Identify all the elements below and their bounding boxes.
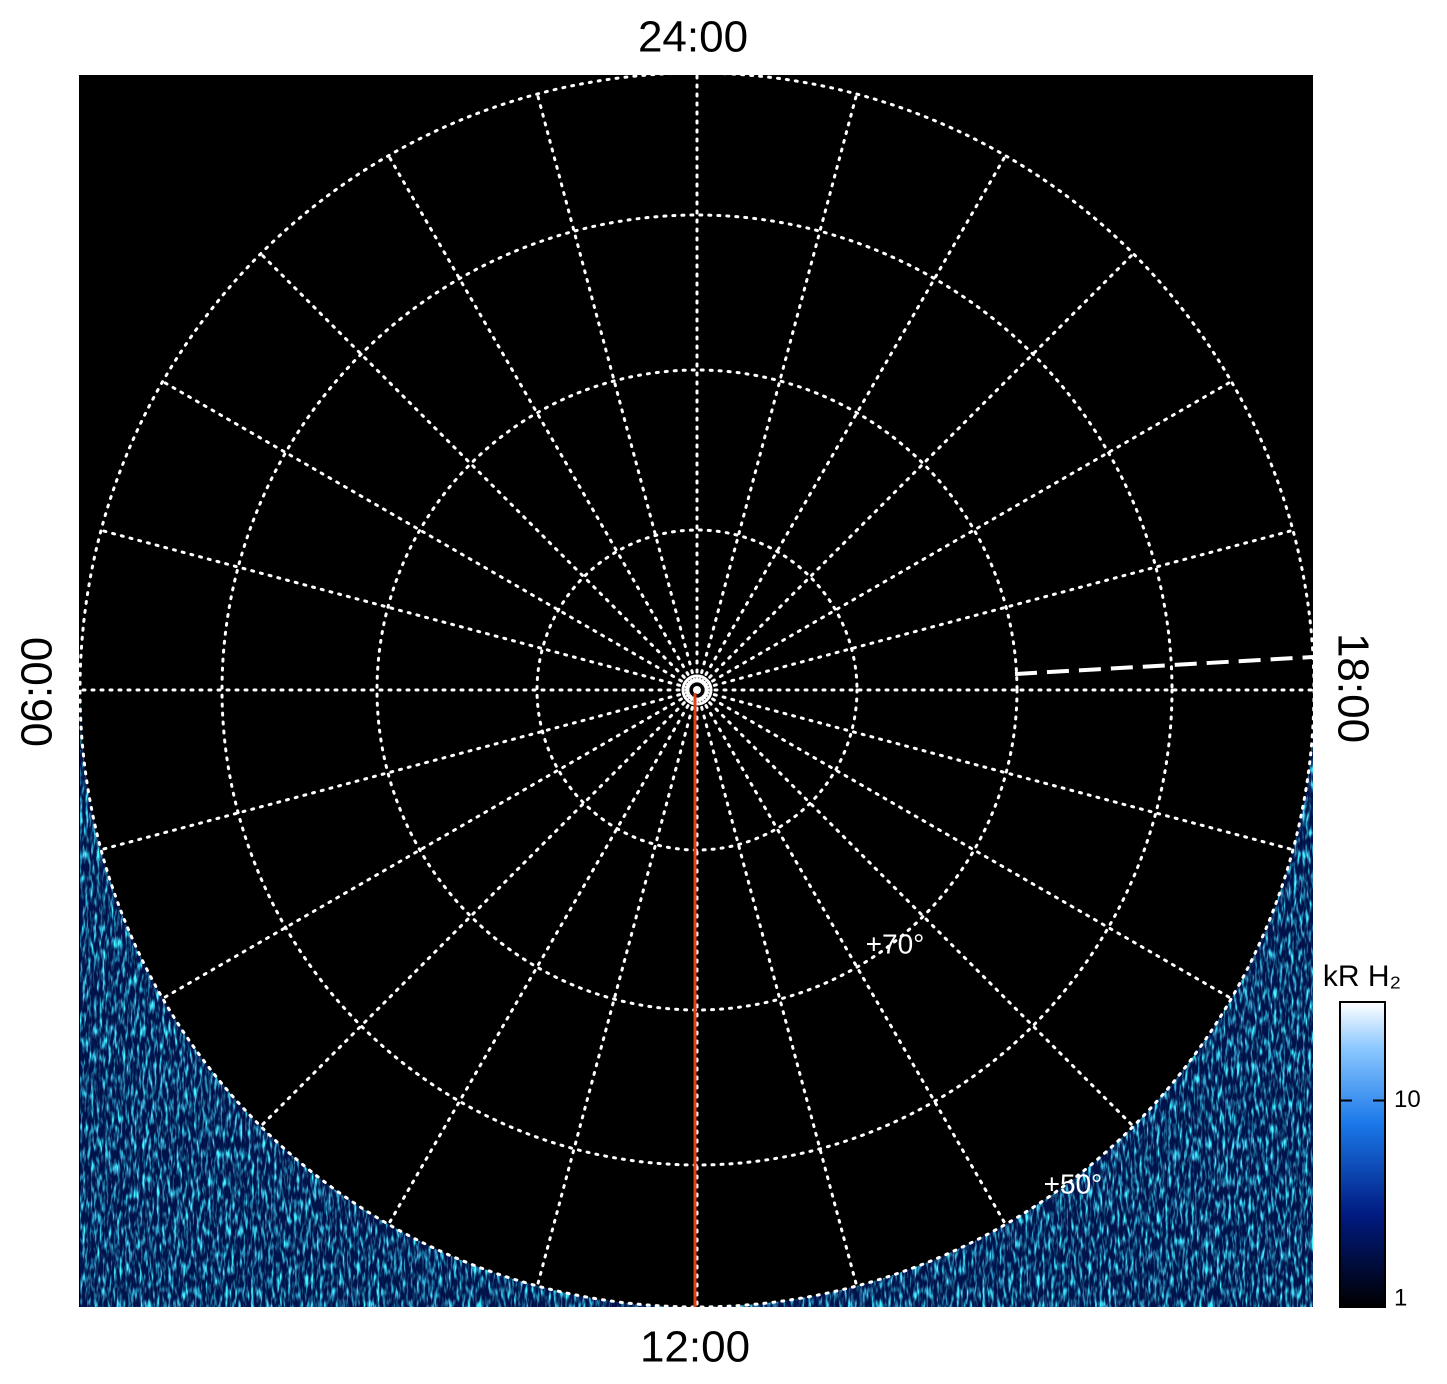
polar-grid bbox=[78, 71, 1316, 1309]
pole-marker bbox=[693, 686, 701, 694]
meridian bbox=[695, 688, 1135, 1128]
latitude-label: +50° bbox=[1044, 1168, 1103, 1199]
time-label: 12:00 bbox=[640, 1323, 750, 1372]
latitude-label: +70° bbox=[866, 928, 925, 959]
pole-marker bbox=[681, 674, 713, 706]
meridian bbox=[259, 252, 699, 692]
meridian bbox=[99, 528, 699, 692]
meridian bbox=[695, 252, 1135, 692]
boundary-line bbox=[1014, 655, 1314, 676]
meridian bbox=[695, 688, 1295, 852]
meridian bbox=[695, 528, 1295, 692]
time-label: 24:00 bbox=[638, 13, 748, 62]
colorbar-tick-label: 10 bbox=[1394, 1086, 1421, 1113]
meridian bbox=[695, 688, 859, 1288]
meridian bbox=[695, 154, 1007, 692]
meridian bbox=[387, 688, 699, 1226]
meridian bbox=[695, 92, 859, 692]
meridian bbox=[161, 688, 699, 1000]
meridian bbox=[387, 154, 699, 692]
meridian bbox=[535, 92, 699, 692]
colorbar bbox=[1339, 1001, 1386, 1308]
meridian bbox=[161, 380, 699, 692]
meridian bbox=[259, 688, 699, 1128]
colorbar-label: kR H₂ bbox=[1323, 960, 1401, 993]
meridian bbox=[695, 688, 1007, 1226]
meridian bbox=[535, 688, 699, 1288]
meridian bbox=[695, 688, 1233, 1000]
meridian bbox=[695, 380, 1233, 692]
meridian bbox=[99, 688, 699, 852]
time-label: 18:00 bbox=[1328, 633, 1377, 743]
time-label: 06:00 bbox=[13, 637, 62, 747]
colorbar-tick-label: 1 bbox=[1394, 1284, 1407, 1311]
